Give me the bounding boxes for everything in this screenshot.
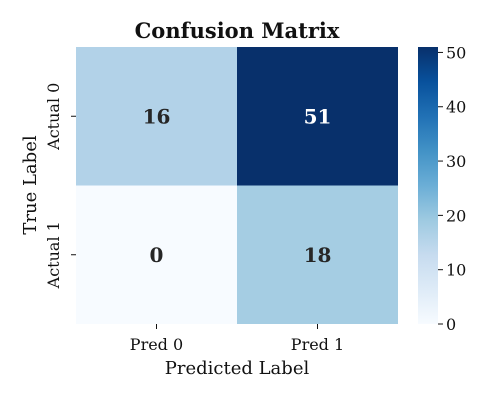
cell-value-0-1: 51 [304,104,332,128]
colorbar-tick-label-4: 40 [446,98,466,117]
colorbar-tick-label-0: 0 [446,315,456,334]
colorbar-tick-label-1: 10 [446,261,466,280]
colorbar-gradient [418,47,438,324]
heatmap-cell-0-0 [76,47,237,186]
heatmap-cell-0-1 [237,47,398,186]
x-tick-label-1: Pred 1 [291,335,344,354]
heatmap-cell-1-1 [237,185,398,324]
y-tick-label-1: Actual 1 [44,221,63,289]
chart-title: Confusion Matrix [135,18,340,43]
colorbar-tick-label-2: 20 [446,206,466,225]
x-axis-ticks: Pred 0 Pred 1 [130,324,344,354]
x-tick-label-0: Pred 0 [130,335,183,354]
y-tick-label-0: Actual 0 [44,83,63,151]
cell-value-1-0: 0 [150,243,164,267]
y-axis-ticks: Actual 0 Actual 1 [44,83,76,289]
colorbar-tick-label-3: 30 [446,152,466,171]
colorbar: 0 10 20 30 40 50 [418,43,466,334]
x-axis-label: Predicted Label [165,358,310,379]
colorbar-ticks: 0 10 20 30 40 50 [438,43,466,334]
heatmap-cell-1-0 [76,185,237,324]
colorbar-tick-label-5: 50 [446,43,466,62]
heatmap-cells: 16 51 0 18 [76,47,398,324]
cell-value-1-1: 18 [304,243,332,267]
y-axis-label: True Label [20,135,41,234]
cell-value-0-0: 16 [143,104,171,128]
